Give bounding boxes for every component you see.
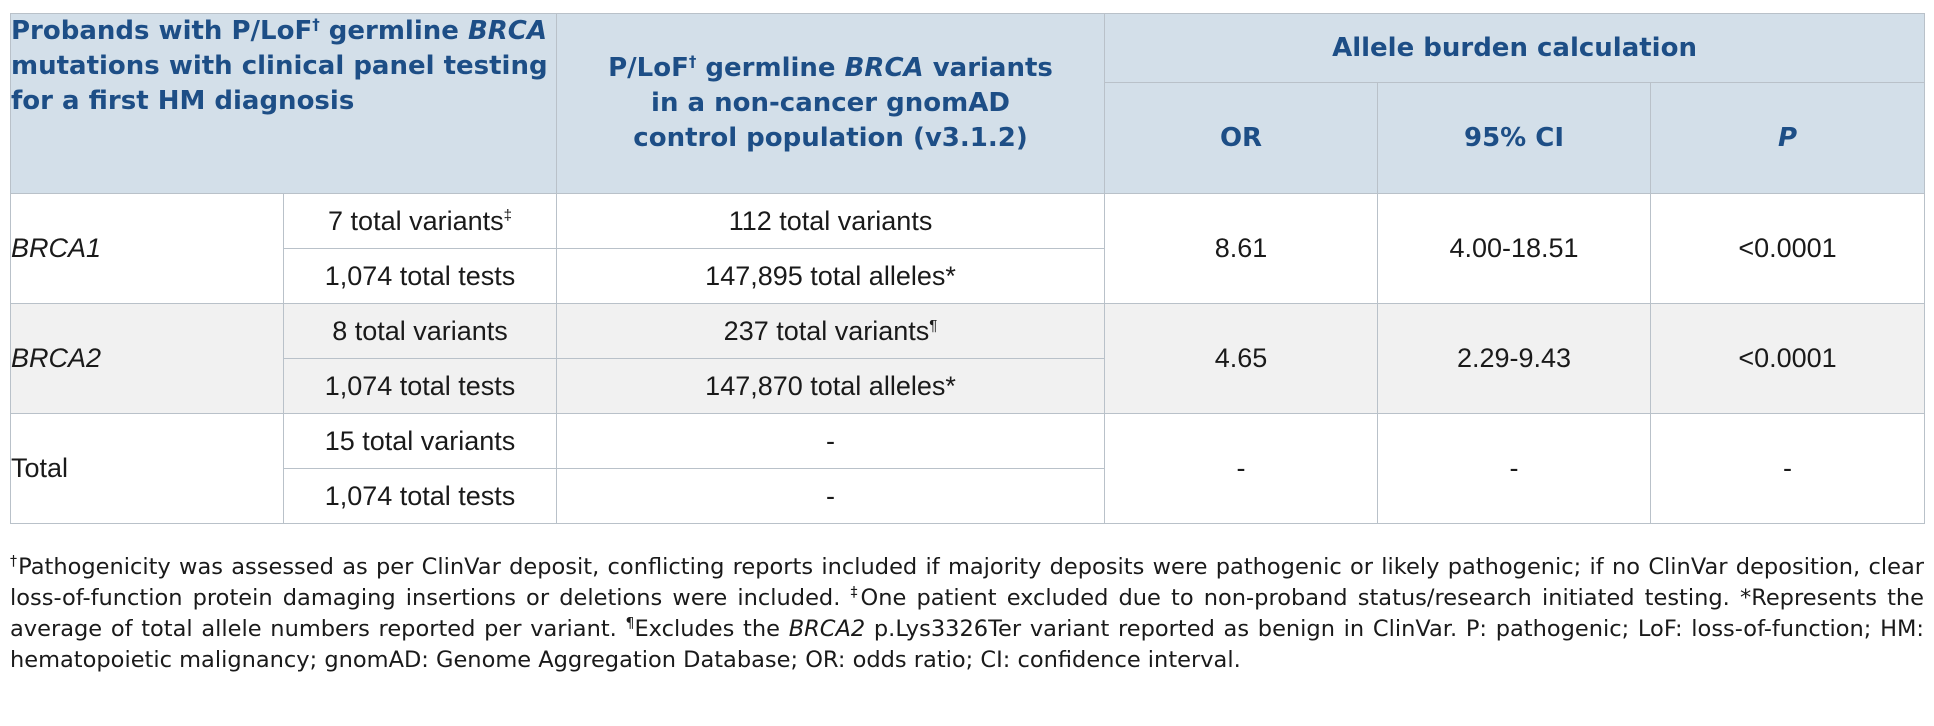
p-value: - bbox=[1650, 413, 1926, 524]
proband-tests: 1,074 total tests bbox=[282, 468, 558, 524]
allele-burden-table: Probands with P/LoF† germline BRCA mutat… bbox=[9, 13, 1926, 524]
proband-variants: 8 total variants bbox=[282, 303, 558, 359]
odds-ratio: - bbox=[1104, 413, 1379, 524]
control-variants: 237 total variants¶ bbox=[556, 303, 1106, 359]
header-row-1: Probands with P/LoF† germline BRCA mutat… bbox=[9, 13, 1926, 194]
header-row-2: OR 95% CI P bbox=[11, 82, 1926, 194]
header-probands: Probands with P/LoF† germline BRCA mutat… bbox=[9, 13, 558, 194]
control-variants: - bbox=[556, 413, 1106, 469]
p-value: <0.0001 bbox=[1650, 193, 1926, 304]
gene-label: BRCA1 bbox=[10, 193, 284, 304]
confidence-interval: 4.00-18.51 bbox=[1377, 193, 1652, 304]
header-p: P bbox=[1650, 82, 1926, 194]
control-alleles: 147,870 total alleles* bbox=[556, 358, 1106, 414]
p-value: <0.0001 bbox=[1650, 303, 1926, 414]
header-ci: 95% CI bbox=[1377, 82, 1652, 194]
table-footnote: †Pathogenicity was assessed as per ClinV… bbox=[10, 553, 1925, 673]
confidence-interval: - bbox=[1377, 413, 1652, 524]
header-allele-burden: Allele burden calculation bbox=[1104, 13, 1926, 83]
table-row-total-tests: 1,074 total tests - bbox=[11, 468, 1925, 524]
proband-variants: 7 total variants‡ bbox=[282, 193, 558, 249]
gene-label: BRCA2 bbox=[10, 303, 284, 414]
control-variants: 112 total variants bbox=[556, 193, 1106, 249]
header-control-population: P/LoF† germline BRCA variants in a non-c… bbox=[556, 13, 1106, 194]
odds-ratio: 4.65 bbox=[1104, 303, 1379, 414]
confidence-interval: 2.29-9.43 bbox=[1377, 303, 1652, 414]
gene-label: Total bbox=[10, 413, 284, 524]
control-alleles: 147,895 total alleles* bbox=[556, 248, 1106, 304]
odds-ratio: 8.61 bbox=[1104, 193, 1379, 304]
results-table-container: Probands with P/LoF† germline BRCA mutat… bbox=[9, 13, 1926, 524]
table-row-total-variants: Total 15 total variants - - - - bbox=[10, 413, 1926, 524]
header-or: OR bbox=[1104, 82, 1379, 194]
table-row-brca2-variants: BRCA2 8 total variants 237 total variant… bbox=[10, 303, 1926, 414]
proband-tests: 1,074 total tests bbox=[282, 248, 558, 304]
control-alleles: - bbox=[556, 468, 1106, 524]
table-row-brca1-variants: BRCA1 7 total variants‡ 112 total varian… bbox=[10, 193, 1926, 304]
table-row-brca2-tests: 1,074 total tests 147,870 total alleles* bbox=[11, 358, 1925, 414]
proband-variants: 15 total variants bbox=[282, 413, 558, 469]
proband-tests: 1,074 total tests bbox=[282, 358, 558, 414]
